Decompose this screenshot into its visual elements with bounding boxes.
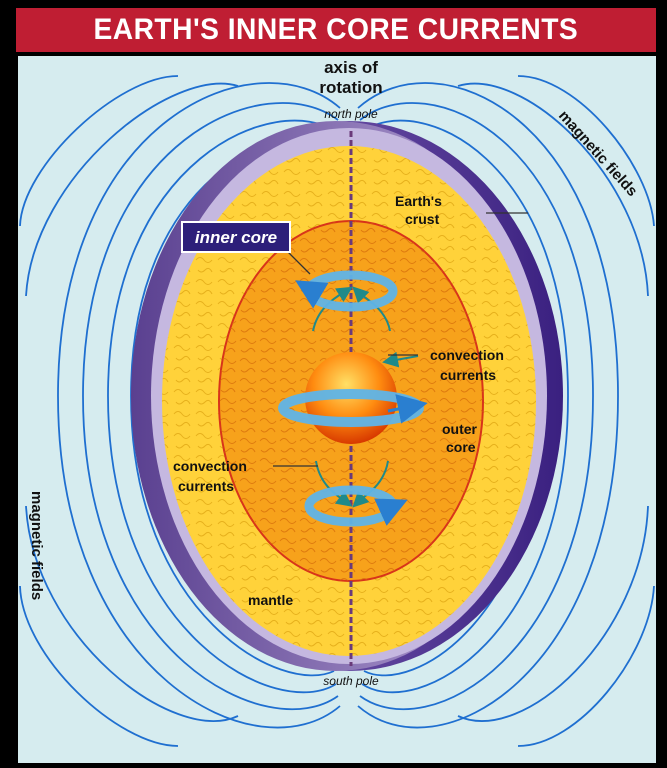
axis-label-line1: axis of (324, 58, 378, 77)
inner-core (278, 352, 428, 444)
north-pole-label: north pole (324, 107, 378, 121)
convection-ring-top (295, 270, 398, 312)
convection-currents-right-line1: convection (430, 347, 504, 363)
diagram-svg: axis of rotation north pole south pole m… (19, 58, 655, 747)
axis-label-line2: rotation (319, 78, 382, 97)
magnetic-fields-label-right: magnetic fields (555, 107, 641, 200)
inner-core-callout: inner core (181, 221, 291, 253)
outer-core-label-line1: outer (442, 421, 478, 437)
convection-currents-left-line2: currents (178, 478, 234, 494)
title-bar: EARTH'S INNER CORE CURRENTS (16, 8, 656, 52)
leader-lines (273, 212, 528, 467)
convection-currents-right-line2: currents (440, 367, 496, 383)
convection-ring-bottom (304, 485, 408, 527)
south-pole-label: south pole (323, 674, 379, 688)
inner-core-label: inner core (195, 228, 277, 247)
outer-core-label-line2: core (446, 439, 476, 455)
diagram-title: EARTH'S INNER CORE CURRENTS (93, 13, 579, 46)
earths-crust-label-line2: crust (405, 211, 440, 227)
convection-currents-left-line1: convection (173, 458, 247, 474)
magnetic-fields-label-left: magnetic fields (28, 491, 45, 600)
earths-crust-label-line1: Earth's (395, 193, 442, 209)
diagram-panel: axis of rotation north pole south pole m… (18, 56, 656, 763)
mantle-label: mantle (248, 592, 293, 608)
